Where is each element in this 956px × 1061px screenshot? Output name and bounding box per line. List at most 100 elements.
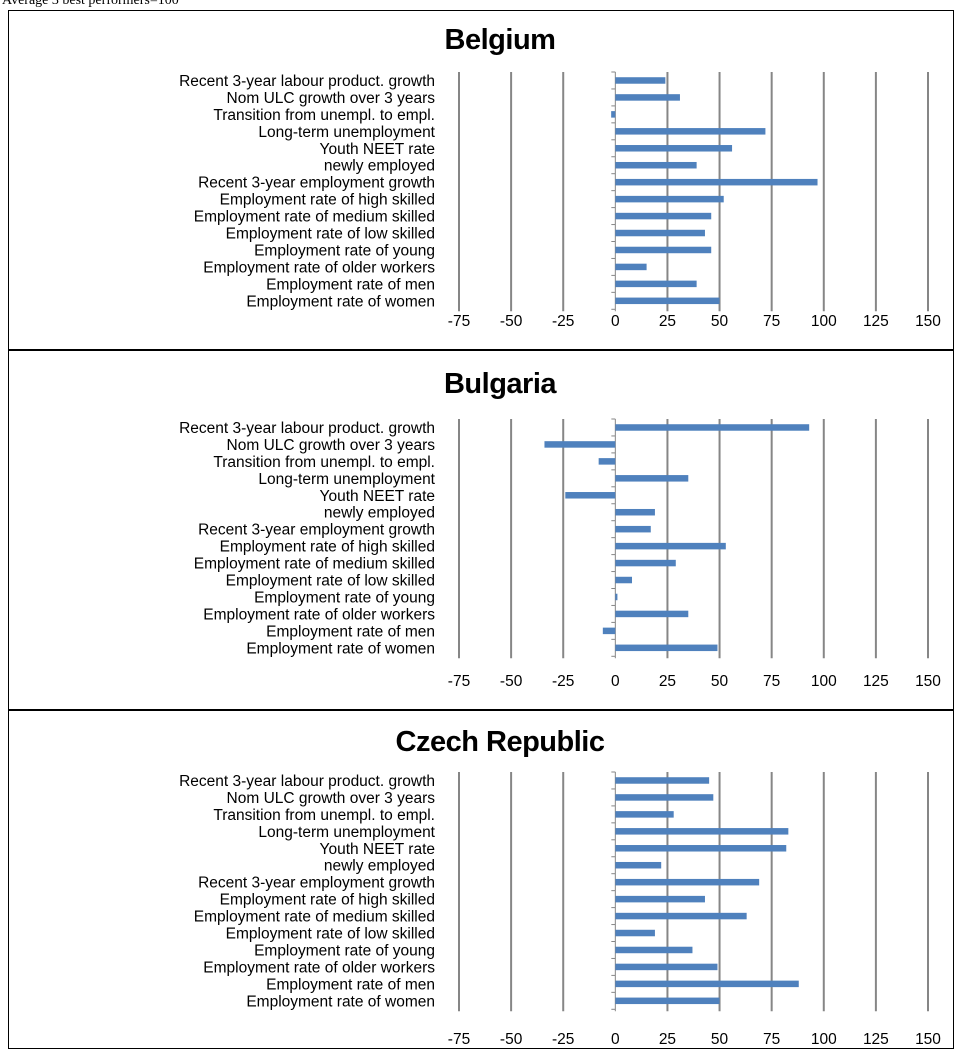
x-tick-label: 0 [611, 673, 620, 690]
x-tick-label: 50 [711, 313, 729, 330]
x-tick-label: -75 [448, 673, 470, 690]
bar-employment-rate-of-high-skilled [615, 542, 726, 550]
category-label: Employment rate of low skilled [226, 926, 435, 943]
bar-transition-from-unempl-to-empl [615, 811, 674, 818]
bar-employment-rate-of-low-skilled [615, 929, 655, 937]
category-label: Long-term unemployment [258, 471, 435, 488]
category-label: Employment rate of older workers [203, 606, 435, 623]
category-label: Employment rate of older workers [203, 259, 435, 276]
category-label: Employment rate of young [254, 942, 435, 959]
bar-employment-rate-of-older-workers [615, 263, 647, 271]
bar-recent-3-year-employment-growth [615, 525, 651, 533]
category-label: Youth NEET rate [320, 141, 435, 158]
bar-youth-neet-rate [615, 845, 787, 852]
category-label: Employment rate of men [266, 623, 435, 640]
x-tick-label: 50 [711, 1031, 729, 1048]
x-tick-label: 25 [659, 673, 676, 690]
bar-employment-rate-of-low-skilled [615, 576, 633, 584]
bar-youth-neet-rate [615, 145, 733, 152]
chart-svg-belgium: Belgium Recent 3-year labour product. gro… [179, 24, 941, 330]
x-tick-label: 75 [763, 673, 780, 690]
bar-transition-from-unempl-to-empl [611, 111, 616, 118]
bar-long-term-unemployment [615, 828, 789, 835]
bar-employment-rate-of-men [615, 980, 799, 988]
chart-panel-bulgaria: Bulgaria Recent 3-year labour product. gr… [8, 350, 954, 710]
category-label: Nom ULC growth over 3 years [227, 437, 436, 454]
category-label: Recent 3-year employment growth [198, 522, 435, 539]
x-tick-label: 150 [915, 1031, 941, 1048]
category-label: Employment rate of women [246, 993, 435, 1010]
category-label: Employment rate of high skilled [220, 192, 435, 209]
x-tick-label: -50 [500, 313, 523, 330]
bar-employment-rate-of-young [615, 946, 693, 954]
x-tick-label: 50 [711, 673, 729, 690]
chart-svg-czech-republic: Czech Republic Recent 3-year labour produ… [179, 726, 941, 1048]
bar-newly-employed [615, 508, 655, 516]
category-label: Nom ULC growth over 3 years [227, 790, 436, 807]
bar-employment-rate-of-medium-skilled [615, 559, 676, 567]
bar-employment-rate-of-medium-skilled [615, 912, 747, 920]
bar-employment-rate-of-young [615, 246, 712, 254]
category-label: Employment rate of medium skilled [194, 209, 435, 226]
category-label: Transition from unempl. to empl. [213, 807, 435, 824]
x-tick-label: -75 [448, 313, 470, 330]
bar-recent-3-year-labour-product-growth [615, 77, 666, 84]
category-label: Employment rate of men [266, 976, 435, 993]
bar-employment-rate-of-young [615, 593, 618, 601]
bar-long-term-unemployment [615, 475, 689, 482]
category-label: Employment rate of young [254, 242, 435, 259]
category-label: Employment rate of low skilled [226, 573, 435, 590]
category-label: Youth NEET rate [320, 488, 435, 505]
chart-title: Belgium [445, 24, 556, 56]
chart-title: Bulgaria [444, 368, 557, 400]
chart-panel-czech-republic: Czech Republic Recent 3-year labour produ… [8, 710, 954, 1049]
category-label: newly employed [324, 505, 435, 522]
x-tick-label: 125 [863, 313, 889, 330]
category-label: Recent 3-year labour product. growth [179, 773, 435, 790]
category-label: Employment rate of women [246, 640, 435, 657]
bar-employment-rate-of-high-skilled [615, 895, 705, 903]
x-tick-label: 100 [811, 1031, 837, 1048]
x-tick-label: 125 [863, 1031, 889, 1048]
x-tick-label: 150 [915, 313, 941, 330]
bar-employment-rate-of-women [615, 997, 720, 1005]
x-tick-label: 25 [659, 313, 676, 330]
bar-newly-employed [615, 161, 697, 169]
category-label: Recent 3-year employment growth [198, 175, 435, 192]
bar-employment-rate-of-older-workers [615, 963, 718, 971]
bar-employment-rate-of-medium-skilled [615, 212, 712, 220]
bar-long-term-unemployment [615, 128, 766, 135]
category-label: Long-term unemployment [258, 124, 435, 141]
category-label: Employment rate of women [246, 293, 435, 310]
x-tick-label: -25 [552, 673, 574, 690]
bar-transition-from-unempl-to-empl [598, 458, 616, 465]
bar-employment-rate-of-women [615, 644, 718, 652]
bar-nom-ulc-growth-over-3-years [615, 94, 680, 101]
x-tick-label: 25 [659, 1031, 676, 1048]
x-tick-label: 100 [811, 313, 837, 330]
bar-recent-3-year-labour-product-growth [615, 777, 710, 784]
bar-nom-ulc-growth-over-3-years [544, 441, 616, 448]
bar-recent-3-year-employment-growth [615, 878, 760, 886]
x-tick-label: -25 [552, 313, 574, 330]
category-label: Employment rate of medium skilled [194, 909, 435, 926]
x-tick-label: -50 [500, 673, 523, 690]
category-label: Long-term unemployment [258, 824, 435, 841]
x-tick-label: 100 [811, 673, 837, 690]
category-label: Employment rate of high skilled [220, 539, 435, 556]
bar-youth-neet-rate [565, 492, 616, 499]
category-label: Employment rate of older workers [203, 959, 435, 976]
x-tick-label: 75 [763, 1031, 780, 1048]
bar-employment-rate-of-low-skilled [615, 229, 705, 237]
bar-recent-3-year-employment-growth [615, 178, 818, 186]
chart-title: Czech Republic [396, 726, 605, 758]
category-label: Recent 3-year labour product. growth [179, 420, 435, 437]
category-label: Employment rate of men [266, 276, 435, 293]
category-label: Recent 3-year labour product. growth [179, 73, 435, 90]
category-label: Youth NEET rate [320, 841, 435, 858]
bar-nom-ulc-growth-over-3-years [615, 794, 714, 801]
bar-employment-rate-of-women [615, 297, 720, 305]
x-tick-label: -75 [448, 1031, 470, 1048]
category-label: newly employed [324, 858, 435, 875]
bar-employment-rate-of-men [615, 280, 697, 288]
